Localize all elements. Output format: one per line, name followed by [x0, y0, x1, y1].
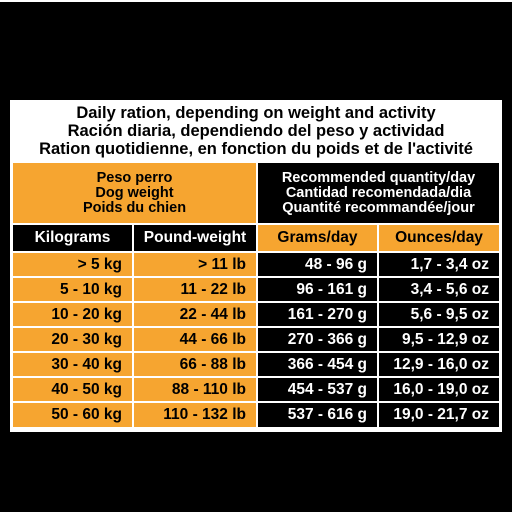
- row-1-ounces: 1,7 - 3,4 oz: [379, 253, 499, 276]
- table-title: Daily ration, depending on weight and ac…: [10, 100, 502, 162]
- title-english: Daily ration, depending on weight and ac…: [76, 104, 436, 122]
- row-5-ounces: 12,9 - 16,0 oz: [379, 353, 499, 376]
- row-3-grams: 161 - 270 g: [258, 303, 377, 326]
- row-2-pounds: 11 - 22 lb: [134, 278, 256, 301]
- row-4-kilograms: 20 - 30 kg: [13, 328, 132, 351]
- column-header-kilograms: Kilograms: [13, 225, 132, 251]
- weight-header-en: Dog weight: [95, 184, 174, 201]
- weight-header-es: Peso perro: [96, 169, 173, 186]
- row-4-grams: 270 - 366 g: [258, 328, 377, 351]
- row-6-kilograms: 40 - 50 kg: [13, 378, 132, 401]
- row-6-pounds: 88 - 110 lb: [134, 378, 256, 401]
- row-7-grams: 537 - 616 g: [258, 403, 377, 427]
- row-7-pounds: 110 - 132 lb: [134, 403, 256, 427]
- row-3-ounces: 5,6 - 9,5 oz: [379, 303, 499, 326]
- title-french: Ration quotidienne, en fonction du poids…: [39, 140, 473, 158]
- quantity-header-fr: Quantité recommandée/jour: [282, 199, 475, 216]
- row-1-kilograms: > 5 kg: [13, 253, 132, 276]
- row-6-grams: 454 - 537 g: [258, 378, 377, 401]
- column-header-grams-per-day: Grams/day: [258, 225, 377, 251]
- row-1-pounds: > 11 lb: [134, 253, 256, 276]
- quantity-header-en: Recommended quantity/day: [281, 169, 476, 186]
- weight-header: Peso perro Dog weight Poids du chien: [13, 163, 256, 223]
- row-2-ounces: 3,4 - 5,6 oz: [379, 278, 499, 301]
- row-2-kilograms: 5 - 10 kg: [13, 278, 132, 301]
- title-spanish: Ración diaria, dependiendo del peso y ac…: [67, 122, 445, 140]
- row-6-ounces: 16,0 - 19,0 oz: [379, 378, 499, 401]
- row-1-grams: 48 - 96 g: [258, 253, 377, 276]
- column-header-pound-weight: Pound-weight: [134, 225, 256, 251]
- column-header-ounces-per-day: Ounces/day: [379, 225, 499, 251]
- row-4-pounds: 44 - 66 lb: [134, 328, 256, 351]
- top-border-line: [0, 0, 512, 2]
- row-3-pounds: 22 - 44 lb: [134, 303, 256, 326]
- quantity-header: Recommended quantity/day Cantidad recome…: [258, 163, 499, 223]
- feeding-table-card: Daily ration, depending on weight and ac…: [10, 100, 502, 432]
- row-5-pounds: 66 - 88 lb: [134, 353, 256, 376]
- row-3-kilograms: 10 - 20 kg: [13, 303, 132, 326]
- row-4-ounces: 9,5 - 12,9 oz: [379, 328, 499, 351]
- row-7-ounces: 19,0 - 21,7 oz: [379, 403, 499, 427]
- row-7-kilograms: 50 - 60 kg: [13, 403, 132, 427]
- quantity-header-es: Cantidad recomendada/dia: [285, 184, 472, 201]
- weight-header-fr: Poids du chien: [82, 199, 187, 216]
- row-5-kilograms: 30 - 40 kg: [13, 353, 132, 376]
- row-5-grams: 366 - 454 g: [258, 353, 377, 376]
- row-2-grams: 96 - 161 g: [258, 278, 377, 301]
